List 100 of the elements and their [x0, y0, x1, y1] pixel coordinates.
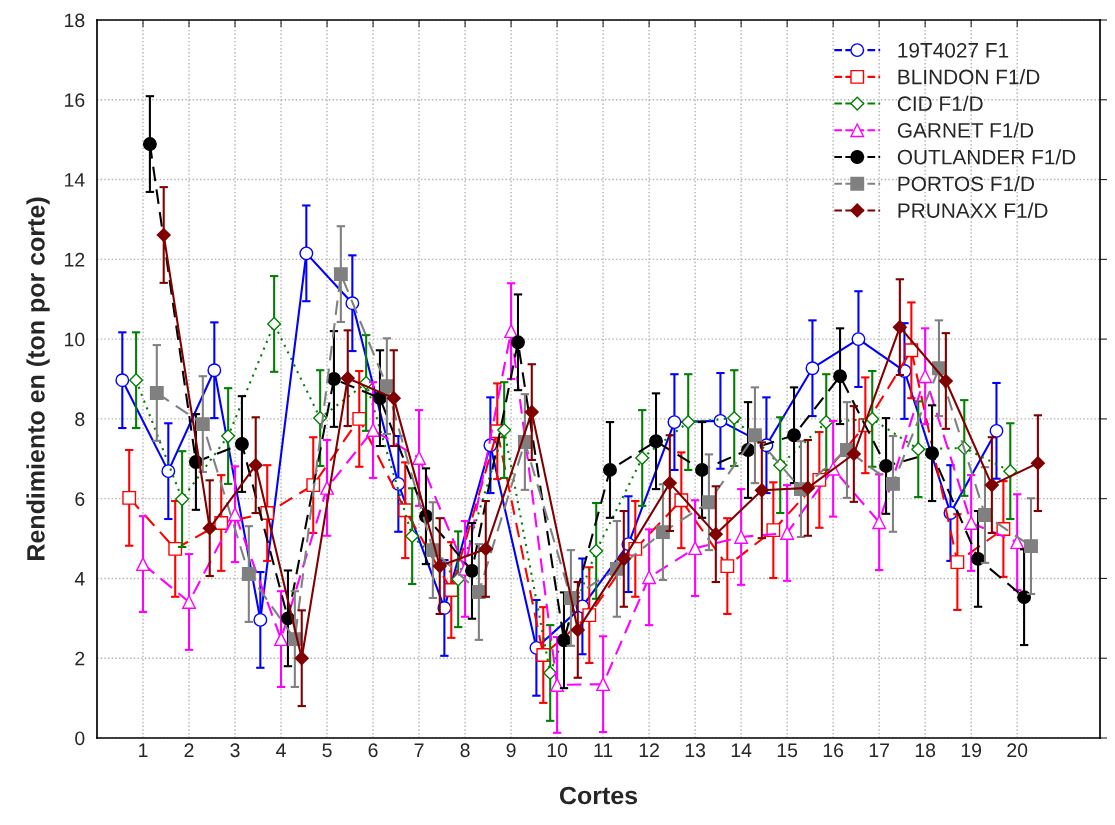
point	[603, 463, 617, 477]
point	[168, 541, 183, 556]
point	[667, 415, 682, 430]
x-tick-label: 9	[506, 743, 516, 758]
point	[412, 451, 427, 465]
legend-label: GARNET F1/D	[897, 122, 1034, 138]
x-tick-label: 4	[276, 743, 286, 757]
point	[950, 555, 965, 570]
y-tick-label: 16	[65, 93, 85, 108]
point	[202, 521, 217, 536]
point	[780, 526, 795, 540]
point	[747, 428, 762, 443]
x-tick-label: 11	[594, 743, 613, 757]
point	[379, 379, 394, 394]
point	[136, 557, 150, 572]
point	[925, 446, 940, 461]
x-tick-label: 3	[230, 743, 240, 758]
point	[478, 541, 493, 557]
point	[294, 651, 309, 666]
point	[642, 570, 657, 585]
point	[879, 459, 894, 473]
point	[405, 529, 420, 544]
point	[182, 595, 196, 609]
point	[964, 516, 979, 530]
point	[713, 413, 728, 428]
point	[274, 632, 288, 647]
point	[207, 363, 222, 378]
y-tick-label: 14	[65, 173, 85, 187]
point	[708, 527, 723, 542]
x-tick-label: 18	[915, 743, 936, 758]
point	[688, 541, 703, 556]
point	[444, 583, 459, 597]
point	[754, 483, 769, 498]
y-axis-title: Rendimiento en (ton por corte)	[26, 197, 50, 560]
y-tick-label: 2	[75, 651, 85, 666]
point	[234, 437, 249, 451]
point	[800, 480, 815, 495]
point	[129, 373, 144, 388]
point	[720, 559, 735, 574]
x-axis-title: Cortes	[559, 786, 638, 805]
point	[904, 343, 919, 358]
point	[1017, 590, 1032, 605]
point	[681, 415, 696, 430]
x-tick-label: 19	[961, 743, 982, 758]
point	[734, 530, 749, 544]
point	[649, 434, 663, 449]
point	[938, 373, 953, 389]
point	[662, 476, 677, 491]
x-tick-label: 17	[869, 743, 889, 757]
point	[701, 495, 716, 510]
point	[524, 405, 539, 420]
point	[228, 507, 242, 522]
point	[833, 369, 847, 384]
x-tick-label: 10	[547, 743, 568, 758]
point	[635, 450, 650, 466]
point	[918, 369, 933, 384]
point	[727, 411, 742, 426]
legend-label: PRUNAXX F1/D	[898, 202, 1048, 218]
point	[787, 428, 801, 443]
point	[327, 372, 341, 386]
point	[886, 476, 900, 491]
point	[971, 551, 986, 566]
point	[142, 137, 157, 151]
y-tick-label: 18	[65, 13, 85, 28]
point	[122, 490, 137, 505]
point	[851, 332, 866, 347]
point	[872, 515, 887, 530]
y-tick-label: 0	[75, 731, 85, 746]
y-tick-label: 6	[75, 492, 85, 506]
point	[805, 361, 820, 376]
point	[161, 464, 176, 479]
point	[156, 227, 171, 243]
point	[616, 551, 631, 566]
point	[248, 458, 263, 473]
point	[695, 463, 709, 477]
point	[570, 622, 585, 637]
point	[543, 665, 558, 681]
point	[504, 324, 519, 339]
point	[984, 478, 999, 493]
x-tick-label: 14	[731, 743, 752, 757]
point	[221, 428, 236, 444]
x-tick-label: 8	[460, 743, 470, 758]
point	[241, 567, 256, 582]
point	[550, 678, 565, 692]
point	[497, 422, 512, 438]
point	[819, 415, 834, 430]
point	[366, 423, 381, 438]
legend-label: PORTOS F1/D	[898, 175, 1034, 192]
x-tick-label: 1	[139, 743, 148, 757]
x-tick-label: 6	[368, 743, 378, 758]
point	[386, 391, 401, 406]
x-tick-label: 12	[639, 743, 659, 757]
point	[267, 316, 282, 332]
y-tick-label: 12	[65, 252, 85, 267]
point	[352, 411, 367, 426]
point	[1030, 456, 1045, 471]
legend-label: BLINDON F1/D	[898, 69, 1040, 85]
x-tick-label: 15	[777, 743, 798, 758]
legend-label: 19T4027 F1	[898, 42, 1009, 58]
x-tick-label: 13	[685, 743, 706, 758]
